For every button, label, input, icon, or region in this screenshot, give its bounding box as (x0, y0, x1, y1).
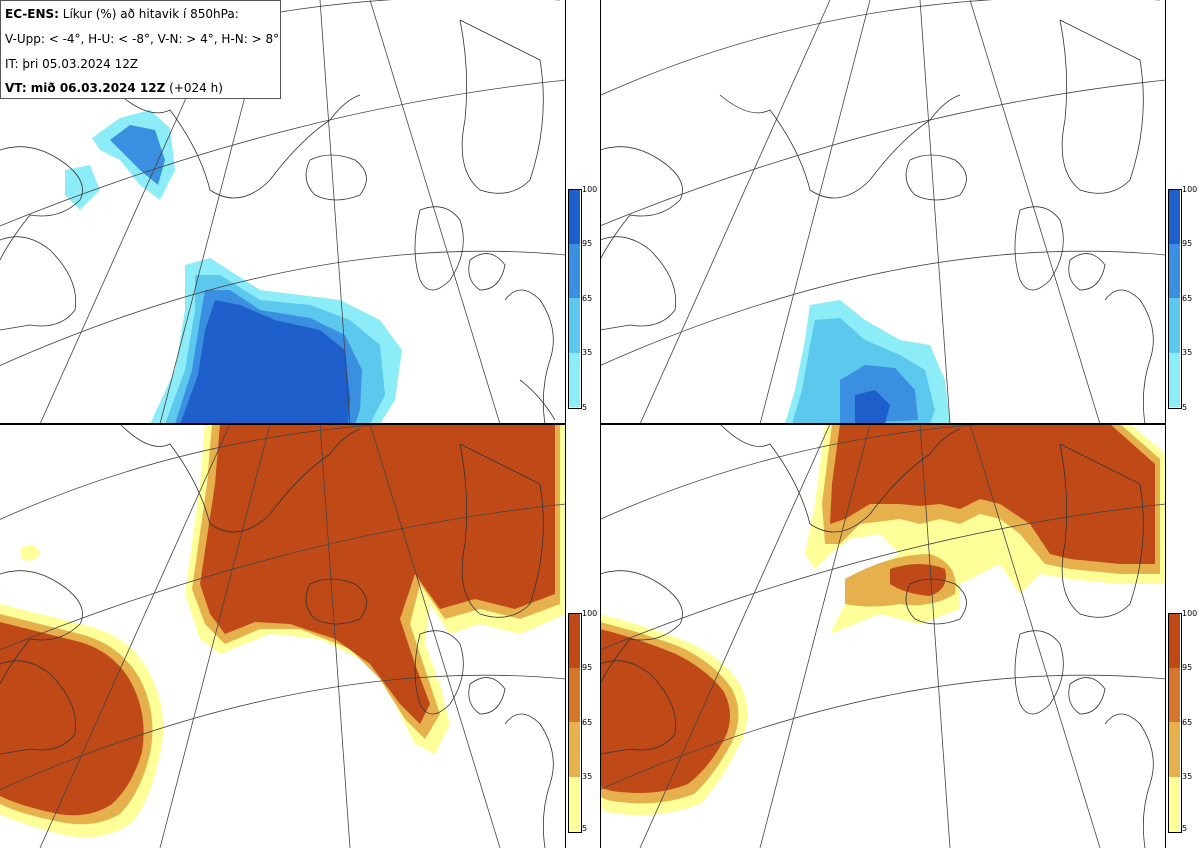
probability-field (65, 110, 402, 424)
info-line-4: VT: mið 06.03.2024 12Z (+024 h) (5, 81, 223, 95)
panel-border-top (600, 424, 1166, 425)
colorbar-label-65: 65 (1182, 294, 1193, 303)
map-graticule (600, 0, 1166, 424)
colorbar-segment (568, 298, 580, 353)
probability-map-cold-4 (0, 0, 566, 424)
colorbar-segment (1168, 668, 1180, 722)
colorbar-segment (568, 244, 580, 298)
map-panel-top-right (600, 0, 1166, 424)
coastlines (600, 424, 1154, 848)
info-line-2: V-Upp: < -4°, H-U: < -8°, V-N: > 4°, H-N… (5, 32, 280, 46)
colorbar-label-35: 35 (1182, 772, 1193, 781)
probability-field (785, 300, 950, 424)
colorbar-label-100: 100 (582, 185, 598, 194)
probability-map-warm-4 (0, 424, 566, 848)
colorbar-label-65: 65 (1182, 718, 1193, 727)
info-line-1: EC-ENS: Líkur (%) að hitavik í 850hPa: (5, 7, 239, 21)
panel-border-right (565, 0, 566, 424)
panel-border-right (1165, 424, 1166, 848)
colorbar-segment (1168, 777, 1180, 831)
colorbar-segment (568, 668, 580, 722)
colorbar-label-5: 5 (1182, 824, 1188, 833)
map-graticule (600, 424, 1166, 848)
colorbar-top-right: 100 95 65 35 5 (1168, 185, 1200, 412)
coastlines (600, 19, 1154, 424)
colorbar-label-100: 100 (1182, 609, 1198, 618)
colorbar-segment (1168, 244, 1180, 298)
colorbar-label-35: 35 (582, 348, 593, 357)
info-line-3: IT: þri 05.03.2024 12Z (5, 57, 139, 71)
map-panel-bottom-left (0, 424, 566, 848)
colorbar-label-35: 35 (582, 772, 593, 781)
lead-time: (+024 h) (165, 81, 223, 95)
probability-map-cold-8 (600, 0, 1166, 424)
coastlines (0, 19, 556, 424)
colorbar-frame (1168, 189, 1182, 409)
colorbar-segment (568, 189, 580, 244)
colorbar-label-95: 95 (582, 239, 593, 248)
map-panel-top-left (0, 0, 566, 424)
colorbar-segment (1168, 353, 1180, 407)
colorbar-label-100: 100 (582, 609, 598, 618)
panel-border-left (600, 0, 601, 424)
colorbar-bottom-left: 100 95 65 35 5 (568, 609, 602, 833)
colorbar-segment (1168, 298, 1180, 353)
panel-border-bottom (600, 423, 1166, 424)
colorbar-segment (568, 722, 580, 777)
colorbar-segment (568, 613, 580, 668)
valid-time: VT: mið 06.03.2024 12Z (5, 81, 166, 95)
colorbar-frame (1168, 613, 1182, 833)
panel-border-bottom (0, 423, 566, 424)
panel-border-right (565, 424, 566, 848)
colorbar-segment (568, 353, 580, 407)
probability-map-warm-8 (600, 424, 1166, 848)
colorbar-segment (1168, 189, 1180, 244)
colorbar-segment (1168, 722, 1180, 777)
colorbar-label-95: 95 (582, 663, 593, 672)
product-description: Líkur (%) að hitavik í 850hPa: (58, 7, 239, 21)
colorbar-label-5: 5 (582, 403, 588, 412)
map-panel-bottom-right (600, 424, 1166, 848)
colorbar-frame (568, 189, 582, 409)
colorbar-label-100: 100 (1182, 185, 1198, 194)
colorbar-segment (568, 777, 580, 831)
map-graticule (0, 424, 566, 848)
forecast-info-box: EC-ENS: Líkur (%) að hitavik í 850hPa: V… (0, 0, 281, 99)
colorbar-label-95: 95 (1182, 239, 1193, 248)
panel-border-right (1165, 0, 1166, 424)
colorbar-frame (568, 613, 582, 833)
model-name: EC-ENS: (5, 7, 59, 21)
probability-field (600, 424, 1166, 816)
colorbar-label-95: 95 (1182, 663, 1193, 672)
coastlines (0, 424, 554, 848)
colorbar-label-5: 5 (582, 824, 588, 833)
colorbar-segment (1168, 613, 1180, 668)
colorbar-top-left: 100 95 65 35 5 (568, 185, 602, 412)
panel-border-left (600, 424, 601, 848)
panel-border-top (0, 424, 566, 425)
colorbar-label-65: 65 (582, 294, 593, 303)
probability-field (0, 424, 566, 838)
colorbar-label-65: 65 (582, 718, 593, 727)
colorbar-bottom-right: 100 95 65 35 5 (1168, 609, 1200, 833)
colorbar-label-5: 5 (1182, 403, 1188, 412)
colorbar-label-35: 35 (1182, 348, 1193, 357)
